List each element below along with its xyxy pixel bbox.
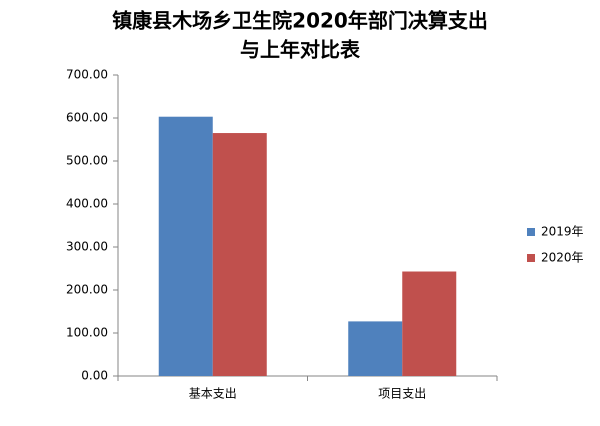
y-tick-label: 600.00 [66, 111, 108, 125]
legend-swatch [527, 254, 535, 262]
y-tick-label: 200.00 [66, 283, 108, 297]
chart-title: 镇康县木场乡卫生院2020年部门决算支出 [112, 9, 488, 33]
bar [348, 321, 403, 376]
y-tick-label: 400.00 [66, 197, 108, 211]
legend-label: 2020年 [541, 251, 584, 265]
chart-title: 与上年对比表 [240, 38, 361, 62]
y-tick-label: 700.00 [66, 68, 108, 82]
x-tick-label: 基本支出 [189, 387, 237, 401]
legend-swatch [527, 228, 535, 236]
y-tick-label: 0.00 [81, 369, 108, 383]
x-tick-label: 项目支出 [378, 387, 426, 401]
y-tick-label: 300.00 [66, 240, 108, 254]
y-tick-label: 100.00 [66, 326, 108, 340]
bar [158, 116, 213, 377]
bar [212, 133, 267, 376]
y-tick-label: 500.00 [66, 154, 108, 168]
bar [402, 271, 457, 376]
legend-label: 2019年 [541, 225, 584, 239]
